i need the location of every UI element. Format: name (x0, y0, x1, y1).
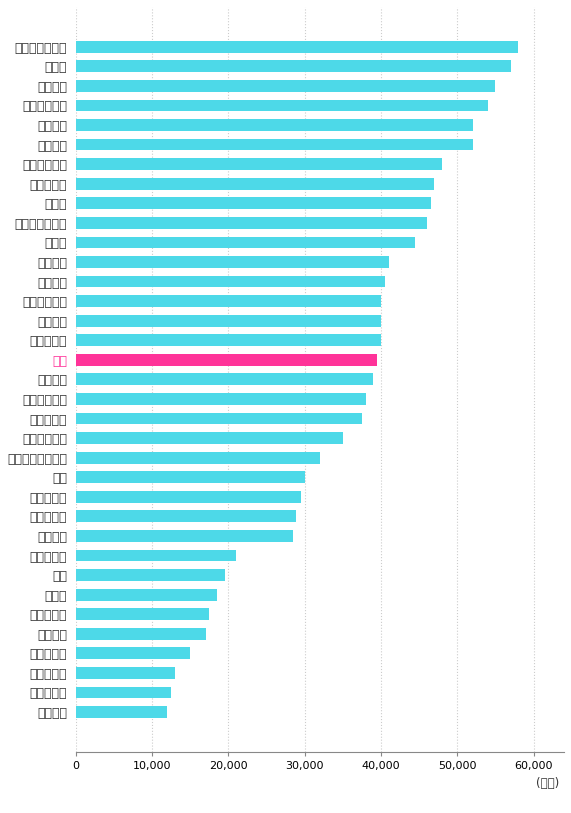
Bar (76, 60, 510, 72)
Bar (76, 178, 435, 189)
Bar (76, 433, 343, 444)
Bar (76, 491, 301, 502)
Bar (76, 119, 473, 131)
Bar (76, 628, 206, 640)
Bar (76, 354, 377, 366)
Bar (76, 237, 415, 248)
Bar (76, 276, 385, 287)
Bar (76, 647, 190, 659)
Bar (76, 315, 381, 327)
Bar (76, 217, 427, 228)
Bar (76, 393, 366, 405)
Bar (76, 472, 305, 483)
Bar (76, 530, 293, 541)
Bar (76, 452, 320, 463)
Bar (76, 706, 167, 718)
Bar (76, 99, 488, 111)
Bar (76, 295, 381, 307)
Bar (76, 139, 473, 150)
Bar (76, 373, 373, 385)
Bar (76, 256, 389, 267)
Bar (76, 511, 296, 522)
Bar (76, 667, 175, 679)
Bar (76, 198, 431, 209)
Bar (76, 80, 496, 92)
Bar (76, 334, 381, 346)
Bar (76, 159, 442, 170)
Bar (76, 608, 210, 620)
Bar (76, 687, 171, 698)
Bar (76, 589, 217, 601)
Bar (76, 569, 224, 581)
Bar (76, 550, 236, 561)
Bar (76, 413, 362, 424)
Text: (ドル): (ドル) (536, 776, 560, 789)
Bar (76, 41, 518, 53)
